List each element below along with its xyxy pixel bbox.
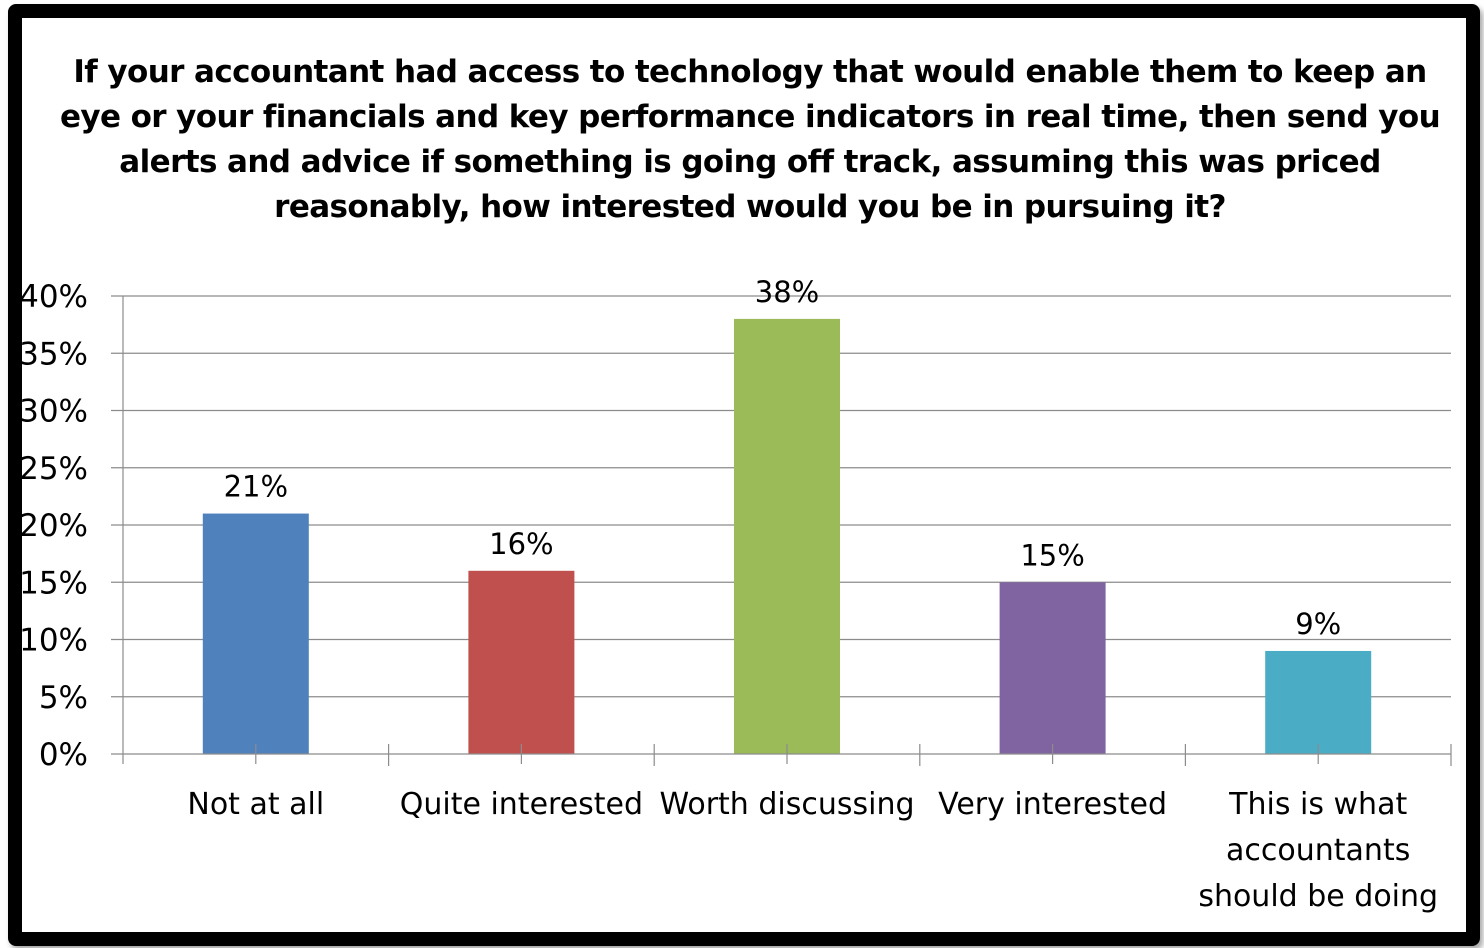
chart-title-line: alerts and advice if something is going … bbox=[119, 144, 1381, 180]
chart-title-line: If your accountant had access to technol… bbox=[73, 54, 1427, 90]
chart-title-line: eye or your financials and key performan… bbox=[59, 99, 1441, 135]
bars bbox=[202, 318, 1372, 754]
chart-title-line: reasonably, how interested would you be … bbox=[274, 189, 1226, 225]
y-tick-label: 0% bbox=[39, 737, 88, 773]
bar bbox=[202, 513, 309, 754]
y-tick-label: 35% bbox=[19, 336, 88, 372]
x-category-label: should be doing bbox=[1198, 879, 1438, 914]
bar bbox=[468, 570, 575, 754]
y-tick-label: 40% bbox=[19, 279, 88, 315]
y-tick-label: 30% bbox=[19, 394, 88, 430]
x-category-label: Worth discussing bbox=[659, 787, 914, 822]
data-label: 15% bbox=[1020, 538, 1084, 572]
x-category-label: Quite interested bbox=[400, 787, 643, 822]
x-category-label: accountants bbox=[1226, 833, 1410, 868]
data-label: 38% bbox=[755, 275, 819, 309]
bar bbox=[1265, 650, 1372, 754]
y-tick-label: 20% bbox=[19, 508, 88, 544]
chart-title: If your accountant had access to technol… bbox=[20, 50, 1480, 230]
bar bbox=[734, 318, 840, 754]
bar bbox=[999, 582, 1106, 754]
x-category-label: This is what bbox=[1228, 787, 1407, 822]
data-label: 21% bbox=[224, 470, 288, 504]
axes bbox=[111, 296, 1452, 766]
y-tick-label: 10% bbox=[19, 623, 88, 659]
data-label: 9% bbox=[1295, 607, 1341, 641]
labels: 0% 5% 10% 15% 20% 25% 30% 35% 40% 21% Not at all 16… bbox=[19, 275, 1438, 914]
y-tick-label: 15% bbox=[19, 565, 88, 601]
y-tick-label: 25% bbox=[19, 451, 88, 487]
x-category-label: Very interested bbox=[938, 787, 1167, 822]
x-category-label: Not at all bbox=[187, 787, 324, 822]
y-tick-label: 5% bbox=[39, 680, 88, 716]
data-label: 16% bbox=[489, 527, 553, 561]
